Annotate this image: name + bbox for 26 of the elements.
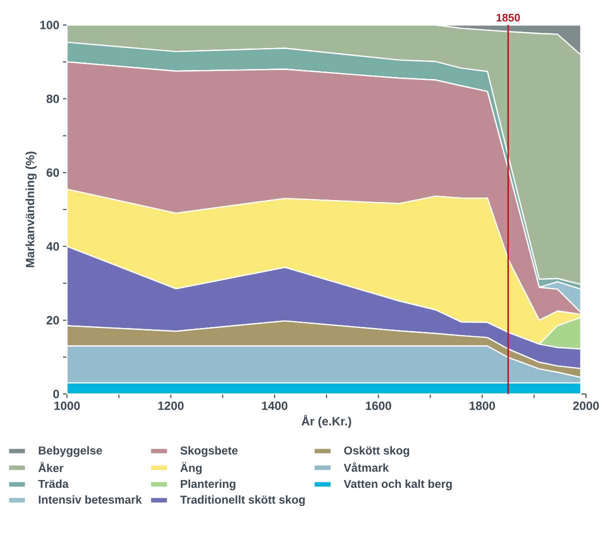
x-tick-label: 2000 <box>573 402 599 410</box>
legend-label: Skogsbete <box>180 446 238 457</box>
legend-label: Traditionellt skött skog <box>180 495 305 506</box>
legend-label: Våtmark <box>344 462 389 472</box>
legend-label: Åker <box>38 462 64 472</box>
y-tick-label: 40 <box>46 242 59 251</box>
y-tick-label: 0 <box>53 390 59 398</box>
x-tick-label: 1200 <box>158 402 184 410</box>
legend-label: Plantering <box>180 480 236 490</box>
legend-label: Oskött skog <box>344 446 410 457</box>
x-tick-label: 1000 <box>54 402 80 410</box>
y-axis-title: Markanvändning (%) <box>26 152 37 268</box>
legend-label: Bebyggelse <box>38 446 102 457</box>
y-tick-label: 60 <box>46 168 59 177</box>
x-tick-label: 1800 <box>470 402 496 410</box>
x-axis-title: År (e.Kr.) <box>302 414 352 428</box>
y-tick-label: 80 <box>46 94 59 104</box>
y-tick-label: 100 <box>40 20 59 30</box>
y-tick-label: 20 <box>46 316 59 324</box>
legend-label: Träda <box>38 480 69 488</box>
x-tick-label: 1600 <box>366 402 392 410</box>
legend-label: Vatten och kalt berg <box>344 480 452 490</box>
x-tick-label: 1400 <box>262 402 288 410</box>
legend-label: Äng <box>180 462 202 474</box>
ref-line-label: 1850 <box>496 14 520 22</box>
legend-label: Intensiv betesmark <box>38 495 142 504</box>
